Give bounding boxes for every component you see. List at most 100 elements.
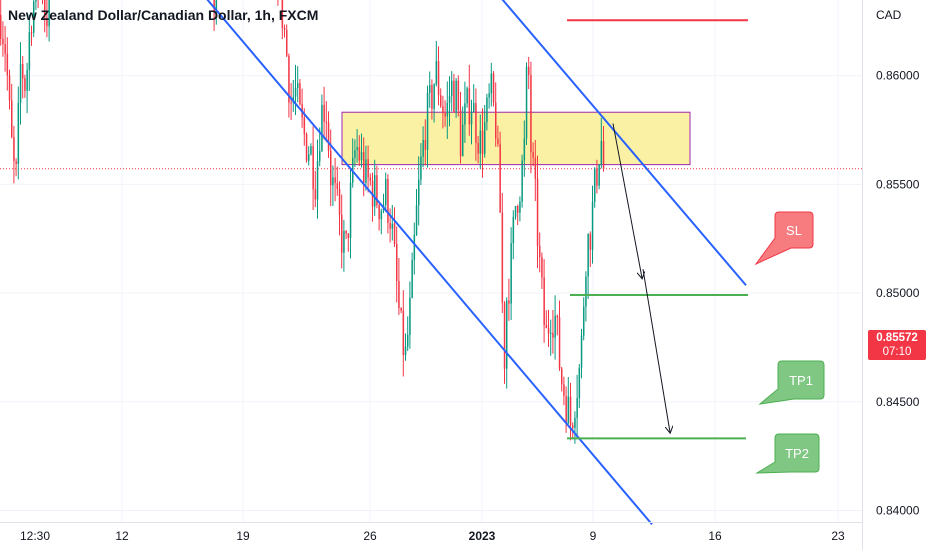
candle (286, 24, 288, 58)
candle (473, 84, 475, 113)
candle-body (413, 234, 416, 260)
candle (464, 81, 466, 143)
candle-body (294, 88, 297, 97)
x-tick-label: 2023 (469, 529, 496, 543)
candle (35, 0, 37, 11)
candle (297, 66, 299, 103)
candle (393, 207, 396, 247)
candle (411, 252, 413, 299)
candle (294, 64, 297, 116)
candle (506, 297, 508, 389)
candle-body (435, 61, 438, 85)
candle (391, 204, 394, 241)
candle-body (503, 302, 506, 369)
candle (314, 170, 317, 208)
candle-body (376, 175, 378, 206)
candle (15, 158, 17, 177)
candle (2, 21, 4, 57)
candle (429, 71, 431, 108)
candle (292, 80, 295, 112)
candle-body (457, 80, 460, 111)
candle-body (514, 206, 517, 217)
candle (451, 71, 453, 112)
candle (404, 333, 407, 361)
sl-label-text: SL (786, 223, 802, 238)
y-axis-separator (862, 0, 863, 550)
candle-body (594, 168, 596, 202)
candle (431, 79, 433, 120)
candle (433, 83, 435, 123)
candle (288, 53, 290, 118)
chart-title: New Zealand Dollar/Canadian Dollar, 1h, … (8, 7, 319, 23)
y-tick-label: 0.85500 (876, 177, 920, 191)
candle (453, 73, 455, 113)
candle-body (565, 395, 567, 423)
candle (33, 0, 35, 38)
candle (591, 185, 594, 264)
x-tick-label: 9 (590, 529, 597, 543)
candle (299, 79, 301, 106)
grid (0, 0, 862, 522)
currency-label: CAD (876, 8, 902, 22)
candle-body (536, 178, 539, 247)
candle-body (347, 233, 350, 239)
candle-body (552, 332, 554, 338)
candle (323, 86, 325, 140)
candle (310, 143, 312, 156)
candle (457, 75, 460, 117)
candle (402, 290, 405, 377)
candle (521, 154, 523, 208)
candle-body (380, 210, 383, 220)
candle-body (554, 315, 556, 338)
candle (382, 193, 385, 214)
resistance-zone (341, 111, 691, 166)
candle (556, 314, 559, 336)
candle-body (330, 150, 332, 186)
candle-body (543, 277, 545, 325)
candle-body (409, 297, 411, 335)
candle (316, 139, 319, 219)
candle (19, 42, 22, 125)
candle-body (422, 139, 424, 157)
y-tick-label: 0.85000 (876, 286, 920, 300)
channel-upper-line (501, 0, 747, 286)
candle (400, 307, 402, 314)
candle (371, 172, 374, 222)
candle-body (541, 256, 543, 278)
candle-body (532, 152, 534, 158)
candle-body (2, 38, 4, 44)
candle (30, 25, 33, 46)
candle-body (8, 75, 11, 101)
level-labels: SL TP1 TP2 (754, 211, 825, 474)
candle-body (407, 334, 409, 347)
candle (407, 316, 409, 352)
candle-body (431, 85, 433, 109)
x-axis-separator (0, 522, 862, 523)
candle (396, 226, 398, 303)
candle-body (589, 234, 592, 250)
candle (437, 46, 440, 106)
candle (547, 309, 550, 348)
candle (492, 71, 495, 107)
candle (13, 125, 15, 184)
candle-body (567, 396, 570, 423)
candle-body (349, 182, 352, 239)
candle (213, 0, 215, 31)
candle-body (519, 201, 521, 213)
candle (305, 132, 308, 163)
candle-body (470, 112, 473, 125)
candle-body (26, 69, 28, 91)
x-tick-label: 23 (831, 529, 845, 543)
candle (413, 222, 416, 275)
candle (552, 310, 554, 354)
candle-body (437, 61, 440, 96)
candle (6, 37, 9, 91)
candle-body (297, 83, 299, 89)
candle-body (312, 146, 314, 190)
candle-body (539, 246, 541, 257)
candle-body (314, 189, 317, 200)
candle (422, 126, 424, 168)
candle-body (319, 151, 321, 162)
